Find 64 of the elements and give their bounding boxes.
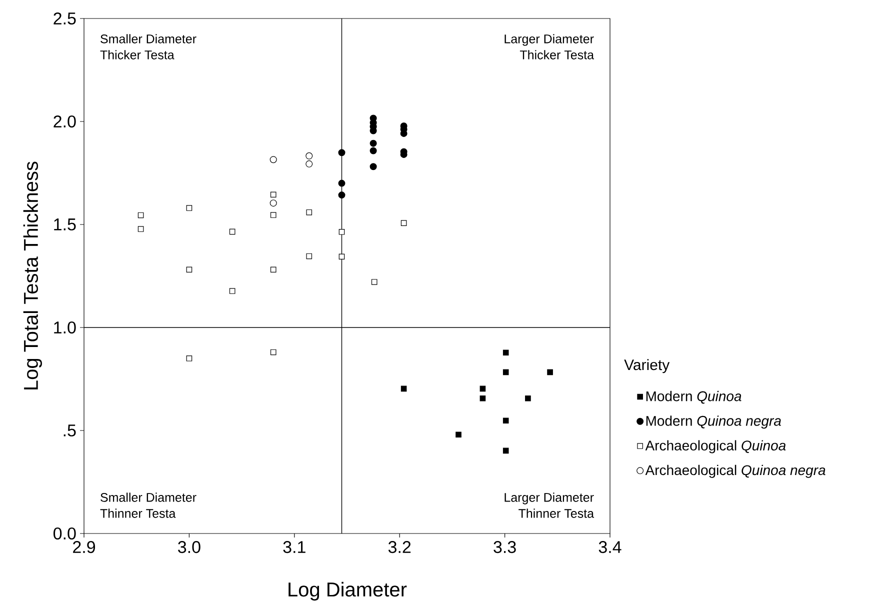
point (270, 200, 277, 207)
point (370, 147, 377, 154)
annotation: Thinner Testa (518, 508, 594, 518)
annotation: Smaller Diameter (100, 34, 196, 44)
x-tick-label: 3.0 (178, 541, 200, 554)
x-tick-label: 3.1 (283, 541, 306, 554)
x-axis-title: Log Diameter (288, 582, 407, 601)
point (306, 253, 312, 260)
legend-label: Modern Quinoa negra (646, 416, 781, 429)
point (456, 432, 462, 438)
annotation: Larger Diameter (504, 492, 594, 504)
point (547, 369, 553, 376)
x-tick-label: 3.4 (598, 541, 622, 554)
point (338, 149, 346, 156)
point (306, 160, 313, 168)
point (306, 152, 313, 160)
point (338, 192, 346, 199)
x-tick-label: 2.9 (73, 541, 96, 554)
point (338, 229, 345, 235)
x-tick-label: 3.2 (388, 541, 411, 554)
point (270, 192, 276, 198)
point (400, 386, 407, 392)
point (186, 266, 192, 273)
point (270, 212, 276, 218)
y-tick-label: 2.5 (54, 12, 76, 25)
point (370, 163, 377, 170)
annotation: Smaller Diameter (100, 492, 196, 502)
y-tick-label: 1.5 (54, 218, 76, 230)
legend-label: Archaeological Quinoa negra (645, 464, 826, 478)
point (502, 369, 509, 376)
point (229, 288, 236, 294)
annotation: Thinner Testa (100, 508, 176, 518)
annotation: Thicker Testa (520, 50, 594, 60)
point (480, 395, 486, 402)
y-axis-title: Log Total Testa Thickness (23, 162, 42, 390)
legend-label: Archaeological Quinoa (645, 440, 786, 454)
annotation: Thicker Testa (100, 50, 174, 60)
point (338, 254, 345, 260)
point (371, 279, 378, 285)
y-tick-label: 0.0 (53, 527, 76, 540)
point (186, 205, 192, 211)
x-tick-label: 3.3 (494, 541, 516, 554)
y-tick-label: 2.0 (54, 115, 76, 128)
point (370, 140, 377, 147)
point (270, 349, 276, 356)
point (138, 226, 144, 232)
point (138, 212, 144, 218)
point (270, 266, 276, 273)
legend-title: Variety (624, 359, 670, 374)
point (186, 355, 192, 362)
y-tick-label: 1.0 (54, 321, 76, 334)
point (525, 395, 531, 402)
y-tick-label: .5 (64, 424, 76, 436)
point (270, 156, 277, 164)
point (338, 180, 346, 187)
point (306, 209, 312, 216)
point (502, 448, 509, 454)
point (502, 350, 509, 356)
legend-label: Modern Quinoa (646, 390, 742, 404)
point (229, 228, 236, 235)
annotation: Larger Diameter (504, 34, 594, 46)
point (502, 418, 509, 424)
point (480, 386, 486, 392)
point (400, 220, 407, 226)
